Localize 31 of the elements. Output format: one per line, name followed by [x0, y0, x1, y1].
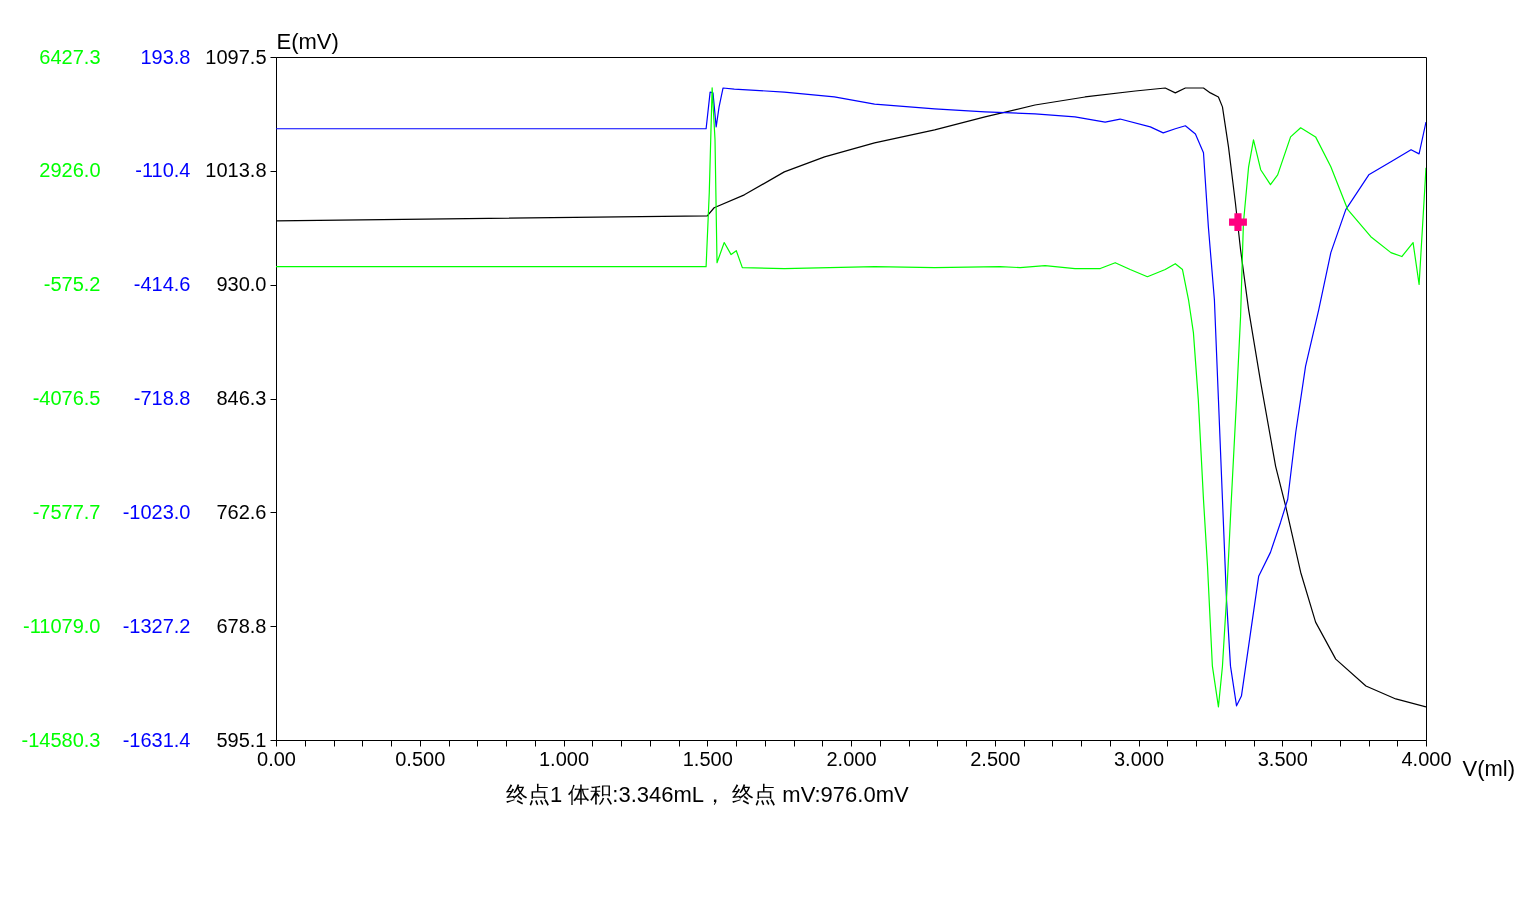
y2-tick-label: 193.8	[140, 45, 191, 68]
y-axis-title: E(mV)	[276, 28, 339, 54]
y3-tick-label: -14580.3	[21, 728, 101, 751]
text: 终点1 体积:3.346mL， 终点 mV:976.0mV	[506, 782, 909, 807]
x-tick-label: 3.000	[1113, 747, 1165, 770]
x-tick-label: 1.000	[538, 747, 590, 770]
y3-tick-label: -575.2	[43, 273, 101, 296]
y-tick-label: 678.8	[216, 614, 267, 637]
x-axis-title: V(ml)	[1462, 755, 1516, 781]
x-tick-label: 3.500	[1257, 747, 1308, 770]
y-tick-label: 1097.5	[205, 45, 267, 68]
y-tick-label: 846.3	[216, 387, 267, 409]
y2-tick-label: -1327.2	[122, 614, 191, 637]
y3-tick-label: -11079.0	[23, 614, 101, 637]
x-tick-label: 1.500	[682, 747, 733, 770]
y2-tick-label: -1023.0	[122, 500, 191, 523]
y3-tick-label: -7577.7	[32, 500, 101, 523]
y3-tick-label: 2926.0	[39, 159, 101, 182]
y2-tick-label: -718.8	[133, 387, 191, 409]
y2-tick-label: -1631.4	[122, 728, 191, 751]
x-tick-label: 4.000	[1401, 747, 1452, 770]
y2-tick-label: -414.6	[133, 273, 191, 296]
x-tick-label: 0.500	[395, 747, 446, 770]
y-tick-label: 930.0	[216, 273, 267, 296]
y-tick-label: 1013.8	[205, 159, 267, 182]
x-tick-label: 2.500	[970, 747, 1021, 770]
x-tick-label: 2.000	[826, 747, 877, 770]
y-tick-label: 762.6	[216, 500, 267, 523]
y3-tick-label: -4076.5	[32, 387, 101, 409]
y3-tick-label: 6427.3	[39, 45, 101, 68]
y2-tick-label: -110.4	[135, 159, 191, 182]
